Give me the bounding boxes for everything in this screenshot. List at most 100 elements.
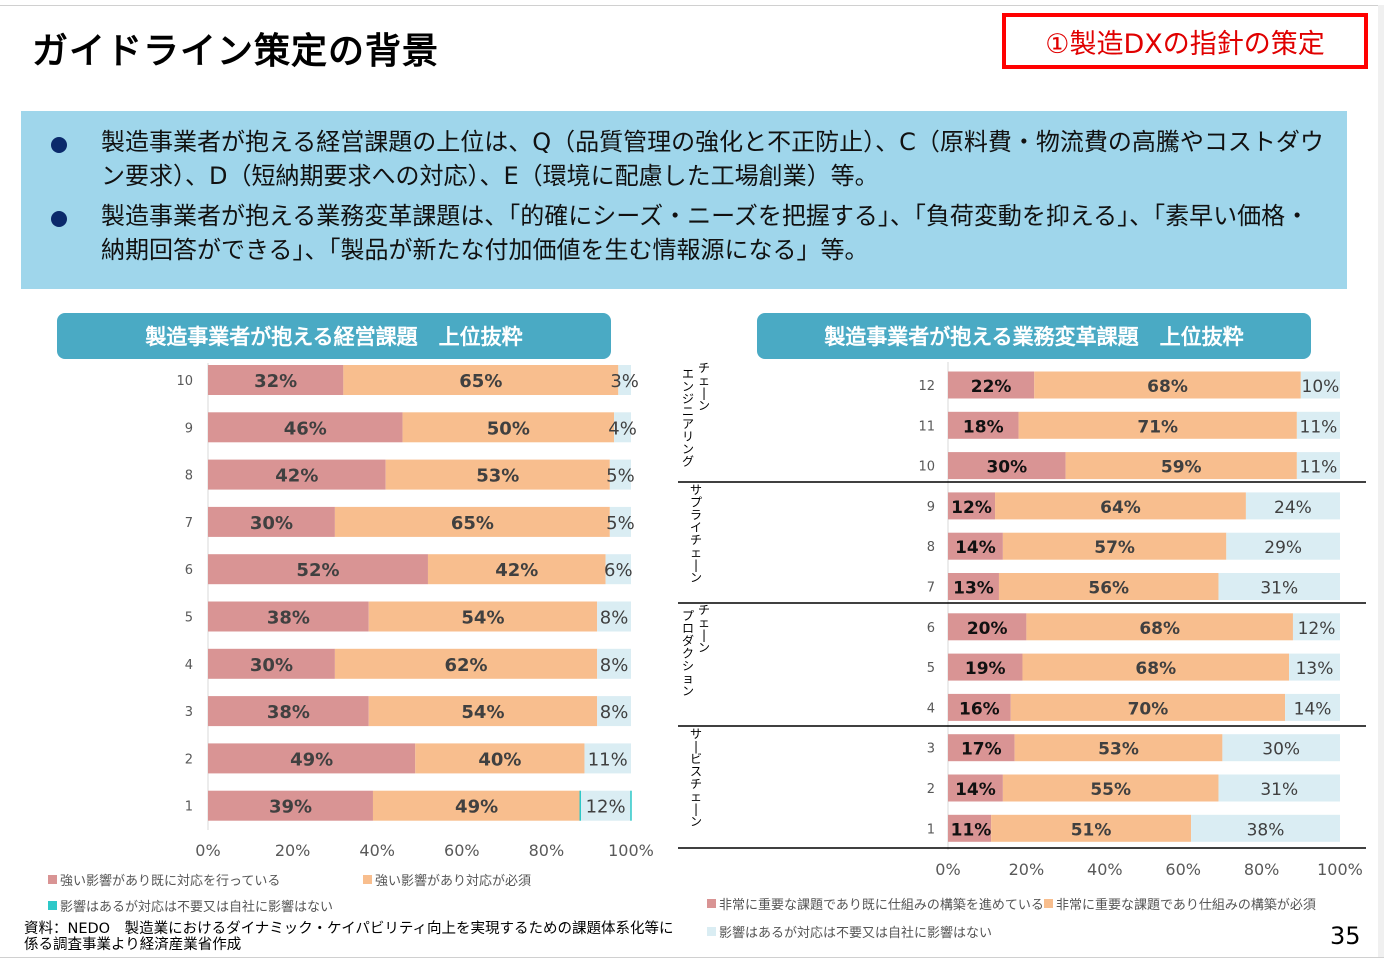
bar-segment-3 xyxy=(614,412,631,443)
data-label: 42% xyxy=(275,466,318,487)
category-tick-label: 5 xyxy=(927,661,935,676)
category-tick-label: 12 xyxy=(918,379,935,394)
group-label-char: ン xyxy=(698,641,710,655)
page-number: 35 xyxy=(1330,922,1361,950)
group-label-char: ク xyxy=(682,647,694,661)
x-tick-label: 20% xyxy=(1009,860,1045,879)
bar-segment-1 xyxy=(948,532,1003,560)
bar-segment-3 xyxy=(1218,774,1340,802)
data-label: 40% xyxy=(478,749,521,770)
group-label-char: サ xyxy=(690,483,702,497)
x-tick-label: 80% xyxy=(1244,860,1280,879)
data-label: 13% xyxy=(1296,659,1334,679)
category-tick-label: 9 xyxy=(185,421,193,436)
bar-segment-1 xyxy=(208,696,369,727)
group-label-char: サ xyxy=(690,727,702,741)
category-tick-label: 3 xyxy=(927,742,935,757)
category-tick-label: 1 xyxy=(927,822,935,837)
group-label-char: ン xyxy=(682,442,694,456)
summary-bullet-text: 製造事業者が抱える経営課題の上位は、Q（品質管理の強化と不正防止）、C（原料費・… xyxy=(101,128,1324,190)
group-label-char: ロ xyxy=(682,622,694,636)
x-tick-label: 80% xyxy=(529,841,565,860)
data-label: 29% xyxy=(1264,538,1302,558)
left-legend-item-3: 影響はあるが対応は不要又は自社に影響はない xyxy=(48,896,333,915)
bar-segment-3 xyxy=(1292,613,1340,641)
bar-segment-2 xyxy=(1026,613,1293,641)
group-label-char: チ xyxy=(698,603,710,617)
legend-label: 非常に重要な課題であり既に仕組みの構築を進めている xyxy=(719,898,1044,913)
data-label: 14% xyxy=(955,780,996,800)
bar-segment-3 xyxy=(1226,532,1340,560)
bar-segment-1 xyxy=(948,452,1066,480)
group-label-char: イ xyxy=(690,521,702,535)
group-label-char: | xyxy=(694,740,698,754)
group-label-char: シ xyxy=(682,659,694,673)
data-label: 19% xyxy=(965,659,1006,679)
bar-segment-2 xyxy=(1034,371,1301,399)
data-label: 6% xyxy=(604,560,633,581)
bar-segment-1 xyxy=(208,365,344,395)
group-label-char: ラ xyxy=(690,508,702,522)
group-label-char: ョ xyxy=(682,672,694,686)
bar-segment-2 xyxy=(343,365,619,395)
page-title: ガイドライン策定の背景 xyxy=(32,31,440,72)
bar-segment-1 xyxy=(948,492,996,520)
data-label: 8% xyxy=(600,655,629,676)
bar-segment-3 xyxy=(1285,693,1340,721)
category-tick-label: 6 xyxy=(927,621,935,636)
data-label: 11% xyxy=(1300,458,1338,478)
bar-segment-3 xyxy=(618,365,631,395)
data-label: 53% xyxy=(476,466,519,487)
bar-segment-3 xyxy=(580,790,631,821)
x-tick-label: 100% xyxy=(608,841,654,860)
group-label-char: チ xyxy=(690,533,702,547)
legend-label: 影響はあるが対応は不要又は自社に影響はない xyxy=(719,926,993,941)
bar-segment-1 xyxy=(208,743,416,774)
data-label: 42% xyxy=(495,560,538,581)
group-label-char: ダ xyxy=(682,633,694,648)
summary-bullet: 製造事業者が抱える経営課題の上位は、Q（品質管理の強化と不正防止）、C（原料費・… xyxy=(51,125,1327,193)
data-label: 17% xyxy=(961,740,1002,760)
group-label-char: ン xyxy=(690,571,702,585)
category-tick-label: 5 xyxy=(185,611,193,626)
left-legend-item-1: 強い影響があり既に対応を行っている xyxy=(48,870,280,889)
bar-segment-2 xyxy=(998,573,1219,600)
data-label: 39% xyxy=(269,797,312,818)
data-label: 11% xyxy=(951,820,992,840)
category-tick-label: 2 xyxy=(185,752,193,767)
data-label: 65% xyxy=(451,513,494,534)
category-tick-label: 3 xyxy=(185,705,193,720)
group-label-char: チ xyxy=(690,777,702,791)
bar-segment-1 xyxy=(948,573,999,600)
group-label-char: ン xyxy=(698,399,710,413)
legend-swatch-icon xyxy=(707,927,716,936)
data-label: 46% xyxy=(284,418,327,439)
bar-segment-1 xyxy=(208,412,403,443)
data-label: 54% xyxy=(461,702,504,723)
group-label-char: グ xyxy=(682,455,694,469)
data-label: 11% xyxy=(1300,417,1338,437)
data-label: 12% xyxy=(1298,619,1336,639)
bar-segment-1 xyxy=(208,506,335,537)
bar-segment-3 xyxy=(597,696,631,727)
legend-label: 強い影響があり対応が必須 xyxy=(375,874,532,889)
legend-swatch-icon xyxy=(363,875,372,884)
data-label: 49% xyxy=(290,749,333,770)
bar-segment-3 xyxy=(1289,653,1340,681)
data-label: 12% xyxy=(586,797,626,818)
bar-segment-3 xyxy=(584,743,631,774)
bar-segment-2 xyxy=(385,459,610,490)
data-label: 59% xyxy=(1161,458,1202,478)
data-label: 52% xyxy=(296,560,339,581)
group-label-char: エ xyxy=(682,367,694,381)
bar-segment-1 xyxy=(948,734,1015,762)
bar-segment-1 xyxy=(208,601,369,632)
left-chart-title: 製造事業者が抱える経営課題 上位抜粋 xyxy=(57,313,611,359)
group-label-char: ジ xyxy=(682,392,694,406)
data-label: 51% xyxy=(1071,820,1112,840)
category-tick-label: 4 xyxy=(185,658,193,673)
group-label-char: | xyxy=(694,558,698,572)
bar-segment-3 xyxy=(597,601,631,632)
group-label-char: ン xyxy=(682,380,694,394)
legend-swatch-icon xyxy=(707,899,716,908)
